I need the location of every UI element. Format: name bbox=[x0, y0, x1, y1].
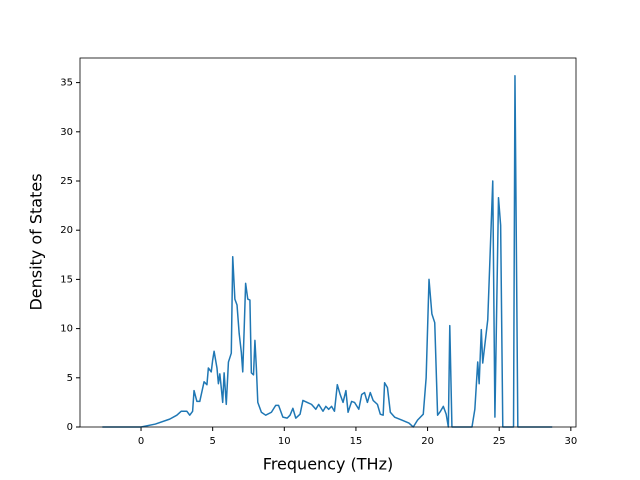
line bbox=[102, 74, 553, 428]
y-tick-label: 5 bbox=[67, 373, 73, 384]
x-axis-label: Frequency (THz) bbox=[263, 455, 393, 474]
x-tick-label: 30 bbox=[564, 436, 577, 447]
x-tick-label: 0 bbox=[138, 436, 144, 447]
x-tick-label: 10 bbox=[278, 436, 291, 447]
x-tick-label: 20 bbox=[421, 436, 434, 447]
y-tick-label: 20 bbox=[60, 225, 73, 236]
y-tick-label: 10 bbox=[60, 324, 73, 335]
y-tick-label: 0 bbox=[67, 422, 73, 433]
axes-frame bbox=[79, 57, 577, 428]
x-tick-label: 5 bbox=[209, 436, 215, 447]
x-tick-label: 25 bbox=[493, 436, 506, 447]
x-tick-label: 15 bbox=[350, 436, 363, 447]
y-tick-label: 35 bbox=[60, 78, 73, 89]
y-tick-label: 15 bbox=[60, 274, 73, 285]
y-tick-label: 30 bbox=[60, 127, 73, 138]
y-axis-label: Density of States bbox=[27, 173, 46, 310]
y-tick-label: 25 bbox=[60, 176, 73, 187]
